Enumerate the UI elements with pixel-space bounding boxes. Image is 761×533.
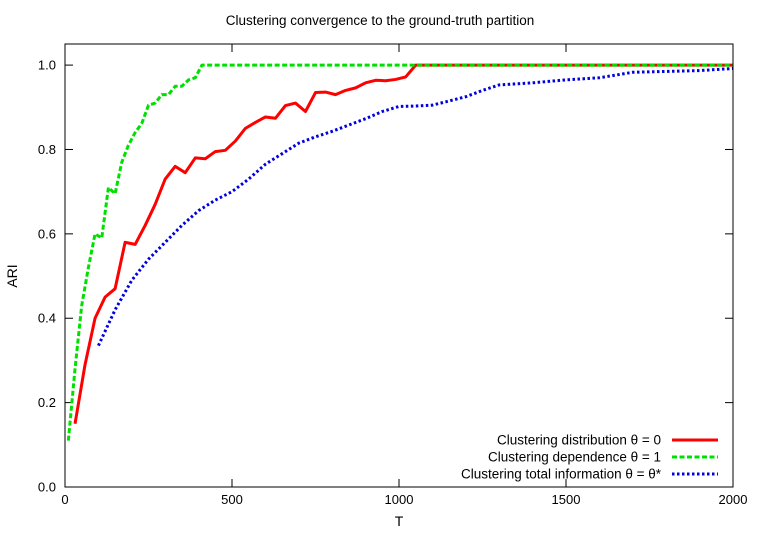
y-axis-label: ARI <box>4 264 20 287</box>
x-tick-label: 500 <box>221 492 243 507</box>
y-tick-label: 0.4 <box>38 311 56 326</box>
series-line-1 <box>73 63 733 424</box>
y-tick-label: 0.6 <box>38 226 56 241</box>
y-tick-label: 1.0 <box>38 58 56 73</box>
legend-label-2: Clustering dependence θ = 1 <box>488 450 661 465</box>
chart-title: Clustering convergence to the ground-tru… <box>226 13 534 28</box>
series-line-3 <box>97 66 734 347</box>
y-tick-label: 0.8 <box>38 142 56 157</box>
y-tick-label: 0.0 <box>38 480 56 495</box>
legend-label-3: Clustering total information θ = θ* <box>461 467 662 482</box>
x-tick-label: 0 <box>61 492 68 507</box>
x-axis-label: T <box>395 513 404 529</box>
plot-frame <box>64 43 734 488</box>
series-line-2 <box>66 63 733 441</box>
y-tick-label: 0.2 <box>38 395 56 410</box>
x-tick-label: 1000 <box>385 492 414 507</box>
legend-label-1: Clustering distribution θ = 0 <box>497 433 661 448</box>
x-tick-label: 2000 <box>719 492 748 507</box>
legend: Clustering distribution θ = 0 Clustering … <box>461 433 718 482</box>
axes: 0 500 1000 1500 2000 0.0 0.2 0.4 0.6 0.8 1.0 <box>38 44 748 507</box>
x-tick-label: 1500 <box>552 492 581 507</box>
series-lines <box>66 63 734 441</box>
